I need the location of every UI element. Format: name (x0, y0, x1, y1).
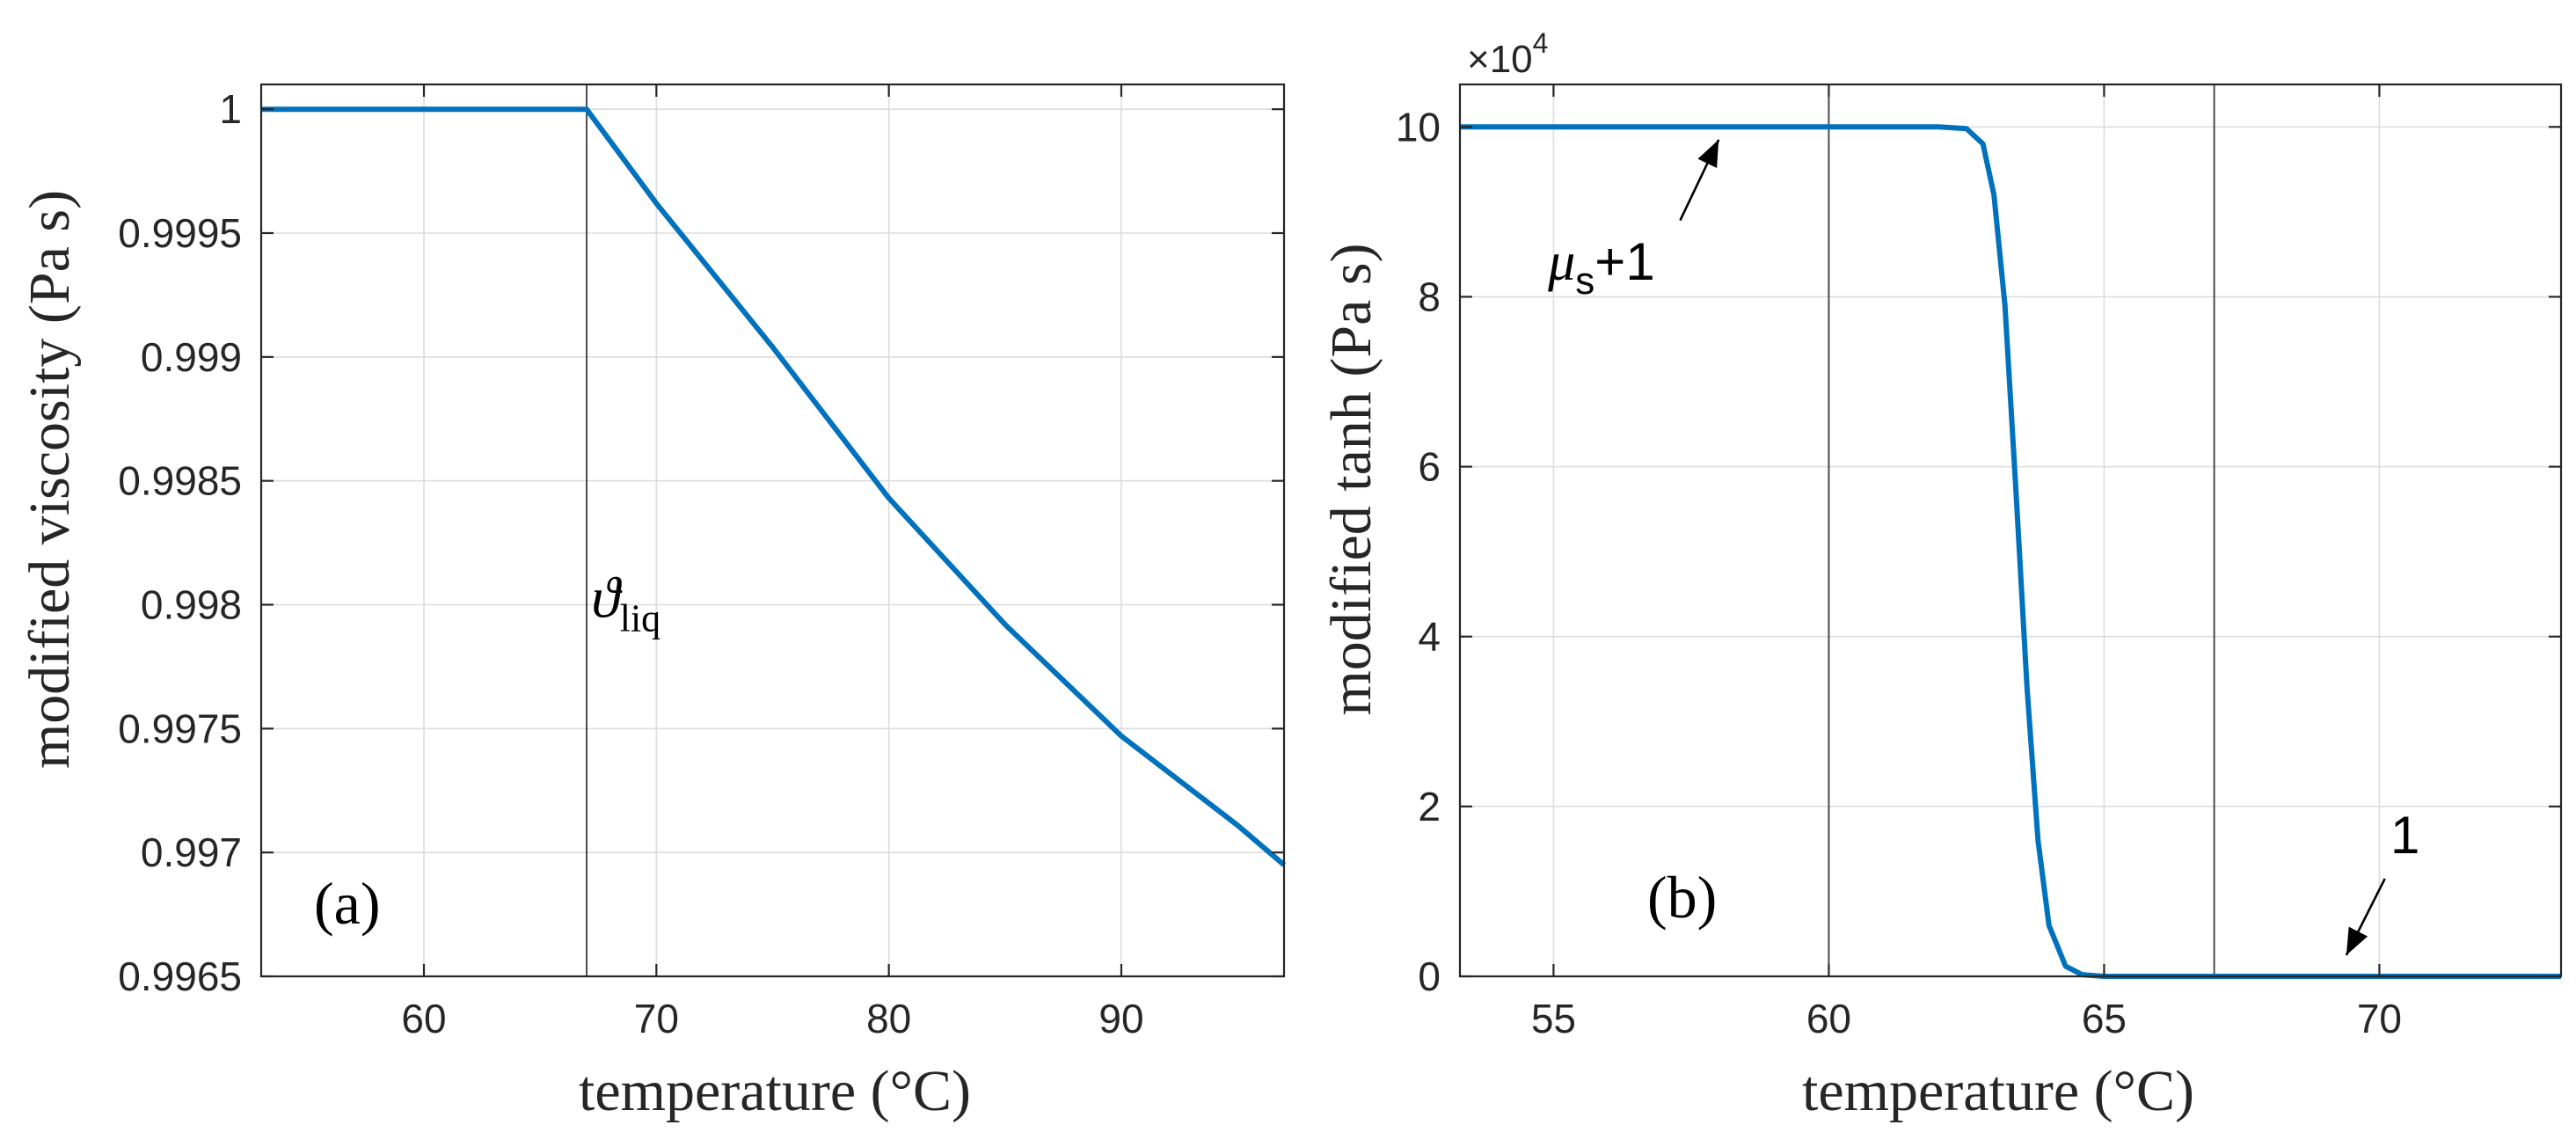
y-tick-label: 4 (1418, 614, 1441, 660)
y-tick-label: 0.9975 (118, 705, 242, 751)
panel-b-axes-box (1458, 83, 2563, 978)
y-tick-label: 8 (1418, 274, 1441, 319)
y-tick-label: 0.9985 (118, 458, 242, 504)
panel-a-x-axis-label: temperature (°C) (579, 1059, 971, 1123)
panel-b-exponent-label: ×104 (1467, 27, 1548, 81)
exponent-base: ×10 (1467, 38, 1533, 81)
panel-a-viscosity-line (261, 106, 1286, 867)
y-tick-label: 0.9995 (118, 210, 242, 256)
liquidus-temperature-annotation: ϑliq (591, 566, 660, 640)
y-tick-label: 0.9965 (118, 953, 242, 999)
panel-a-y-tick-labels: 0.9965 0.997 0.9975 0.998 0.9985 0.999 0.9995 1 (118, 86, 242, 999)
panel-b-ticks (1460, 84, 2561, 978)
y-tick-label: 0.998 (141, 582, 242, 628)
x-tick-label: 60 (1806, 996, 1851, 1041)
panel-a-label: (a) (314, 870, 380, 937)
one-annotation: 1 (2390, 806, 2419, 865)
panel-a-ticks (261, 84, 1284, 978)
y-tick-label: 1 (219, 86, 242, 132)
panel-a: 60 70 80 90 0.99650.9970.99750.9980.99850.9… (18, 83, 1286, 1123)
x-tick-label: 90 (1098, 996, 1143, 1041)
x-tick-label: 55 (1531, 996, 1576, 1041)
panel-a-axes-box (259, 83, 1286, 978)
liquidus-symbol: ϑ (591, 566, 623, 631)
panel-b-vertical-lines (1828, 84, 2215, 976)
exponent-power: 4 (1533, 27, 1549, 59)
y-tick-label: 0.999 (141, 334, 242, 380)
y-tick-label: 6 (1418, 444, 1441, 490)
x-tick-label: 70 (2357, 996, 2402, 1041)
mu-s-plus-one-annotation: μs+1 (1547, 232, 1655, 303)
y-tick-label: 0.997 (141, 829, 242, 875)
panel-b-y-axis-label: modified tanh (Pa s) (1319, 243, 1383, 715)
one-annotation-arrow (2345, 878, 2386, 956)
x-tick-label: 65 (2082, 996, 2127, 1041)
liquidus-subscript: liq (620, 597, 660, 640)
x-tick-label: 70 (634, 996, 679, 1041)
mu-symbol: μ (1547, 232, 1575, 292)
one-arrow-head (2346, 926, 2368, 955)
x-tick-label: 80 (866, 996, 911, 1041)
panel-a-x-tick-labels: 60 70 80 90 (401, 996, 1143, 1041)
y-tick-label: 0 (1418, 953, 1441, 999)
panel-b-tanh-line (1460, 124, 2561, 979)
x-tick-label: 60 (401, 996, 446, 1041)
y-tick-label: 2 (1418, 784, 1441, 829)
panel-b-label: (b) (1647, 864, 1717, 931)
panel-b-x-tick-labels: 55 60 65 70 (1531, 996, 2402, 1041)
mu-annotation-arrow (1679, 139, 1720, 222)
panel-a-gridlines (261, 84, 1284, 977)
panel-b-x-axis-label: temperature (°C) (1802, 1059, 2194, 1123)
y-tick-label: 10 (1396, 104, 1441, 150)
mu-arrow-head (1697, 139, 1719, 169)
panel-b-y-tick-labels: 0 2 4 6 8 10 (1396, 104, 1441, 999)
mu-suffix: +1 (1594, 232, 1654, 291)
panel-a-y-axis-label: modified viscosity (Pa s) (18, 190, 82, 769)
mu-subscript: s (1575, 259, 1594, 303)
